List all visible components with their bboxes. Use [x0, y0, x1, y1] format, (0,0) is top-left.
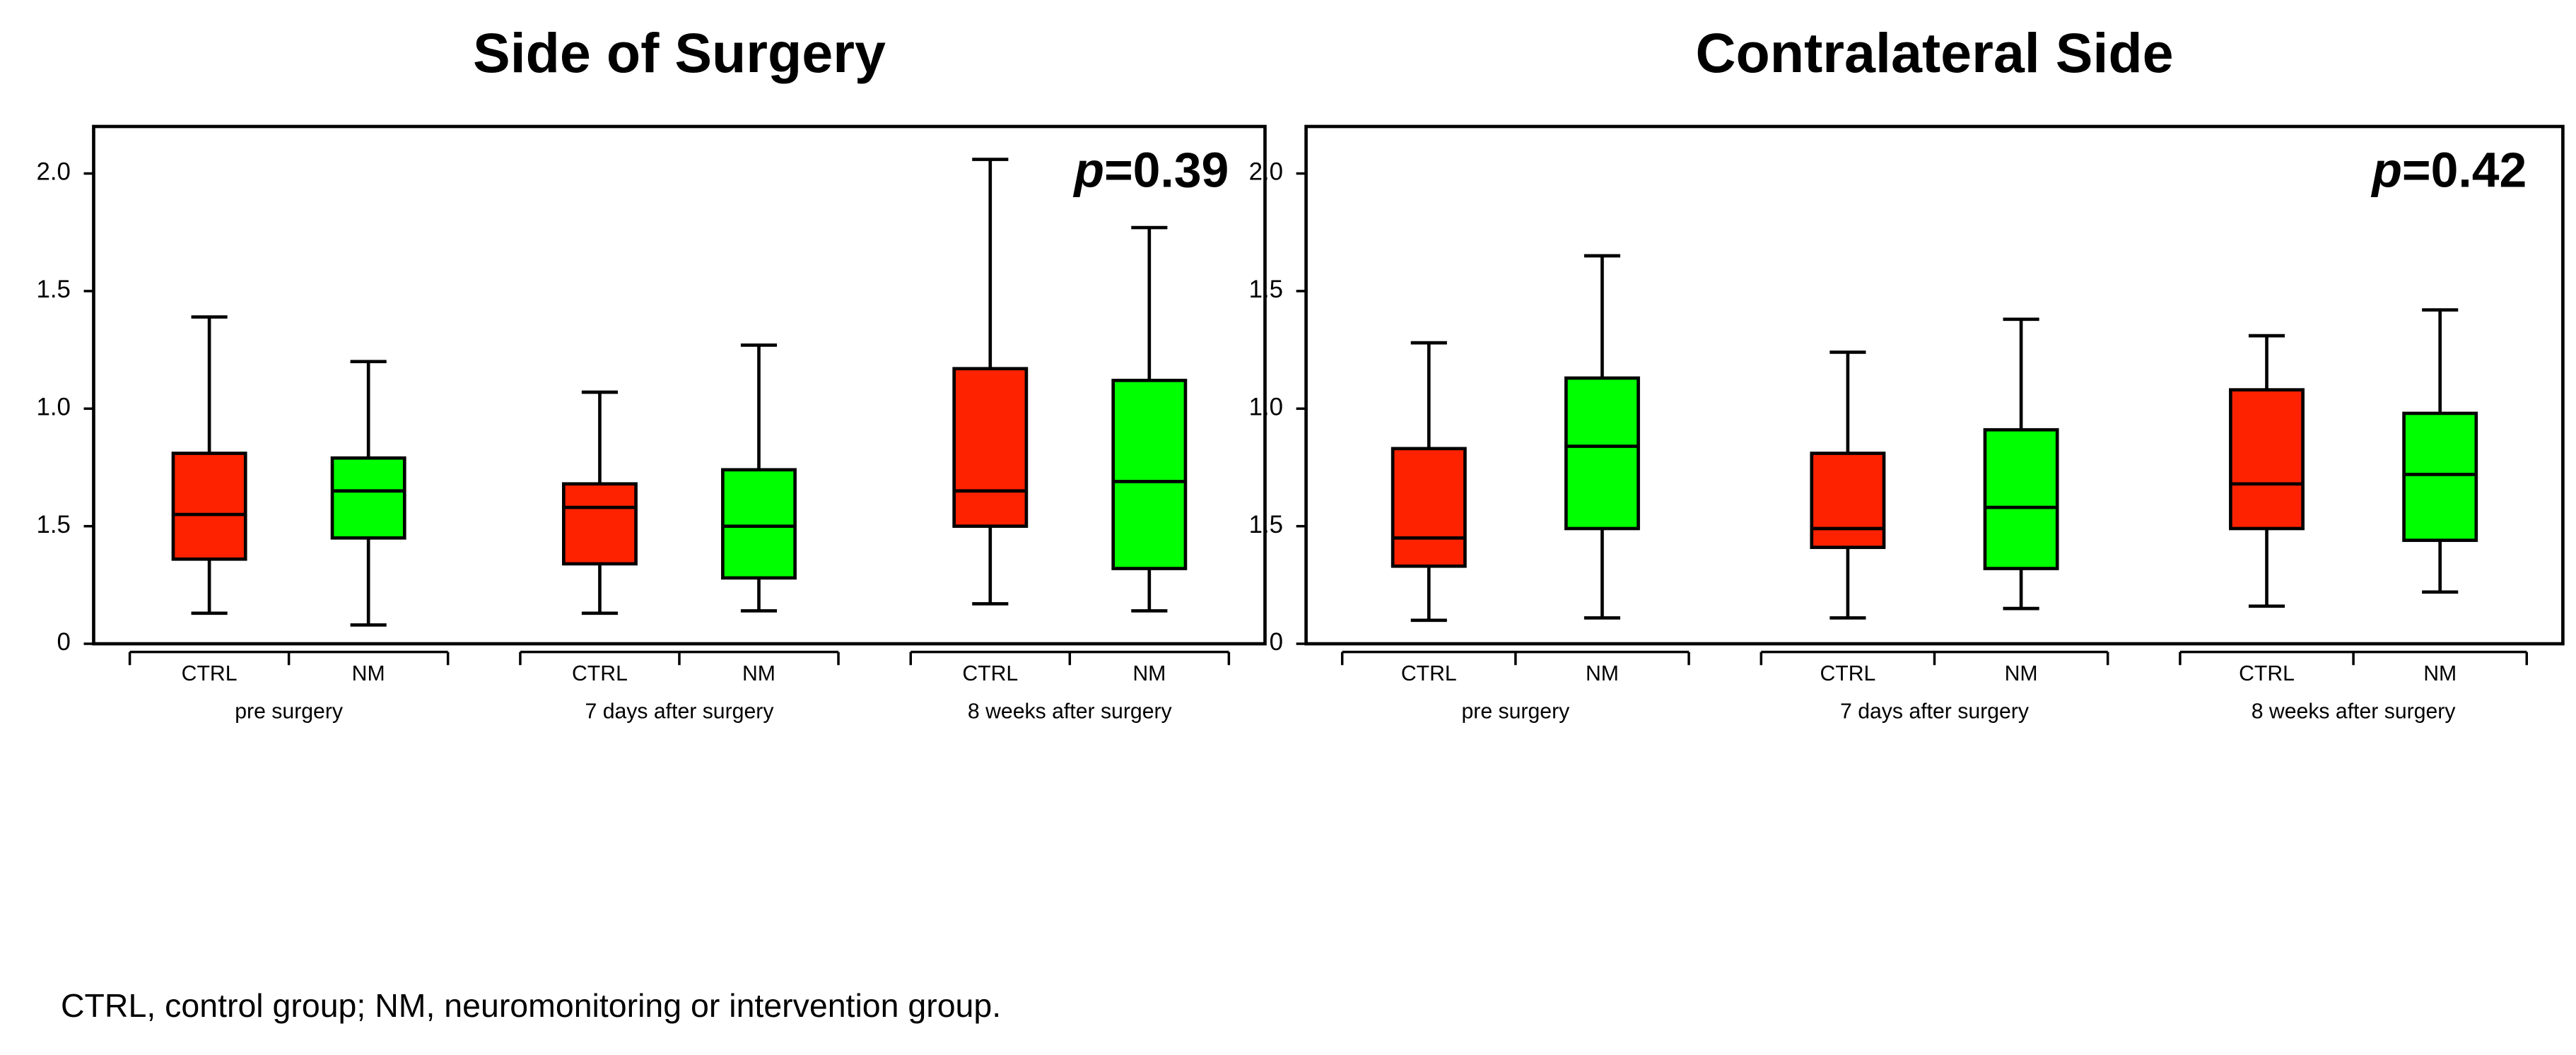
group-label: 8 weeks after surgery [968, 700, 1173, 724]
box [171, 452, 247, 561]
y-tick-label: 1.0 [36, 393, 70, 420]
box [1111, 379, 1188, 570]
footnote: CTRL, control group; NM, neuromonitoring… [61, 987, 1001, 1024]
box [561, 482, 638, 566]
y-tick-label: 1.5 [1249, 511, 1283, 538]
category-label: CTRL [2239, 662, 2295, 685]
box [1564, 376, 1640, 531]
box [2229, 388, 2305, 531]
category-label: NM [1586, 662, 1619, 685]
p-number: =0.39 [1104, 143, 1229, 198]
group-label: pre surgery [1461, 700, 1570, 724]
y-tick-label: 2.0 [36, 158, 70, 186]
y-tick-label: 1.5 [36, 511, 70, 538]
group-label: 7 days after surgery [585, 700, 775, 724]
group-label: pre surgery [235, 700, 344, 724]
p-label: p [2370, 143, 2402, 198]
box [721, 468, 797, 580]
chart-title: Contralateral Side [1695, 21, 2173, 84]
p-number: =0.42 [2402, 143, 2527, 198]
p-value: p=0.42 [2370, 143, 2527, 198]
category-label: NM [742, 662, 775, 685]
y-tick-label: 1.5 [1249, 276, 1283, 303]
category-label: CTRL [572, 662, 628, 685]
y-tick-label: 2.0 [1249, 158, 1283, 186]
box [952, 367, 1029, 528]
y-tick-label: 0 [57, 628, 71, 656]
box [330, 456, 406, 540]
group-label: 8 weeks after surgery [2252, 700, 2457, 724]
y-tick-label: 0 [1270, 628, 1283, 656]
box [2402, 411, 2478, 542]
category-label: NM [1132, 662, 1166, 685]
category-label: NM [352, 662, 385, 685]
category-label: CTRL [182, 662, 238, 685]
category-label: NM [2423, 662, 2457, 685]
box [1391, 447, 1467, 568]
group-label: 7 days after surgery [1840, 700, 2030, 724]
y-tick-label: 1.0 [1249, 393, 1283, 420]
box [1810, 452, 1886, 549]
category-label: NM [2005, 662, 2038, 685]
chart-title: Side of Surgery [473, 21, 886, 84]
box [1983, 428, 2059, 570]
category-label: CTRL [962, 662, 1018, 685]
plot-frame [92, 124, 1267, 646]
plot-frame [1304, 124, 2565, 646]
category-label: CTRL [1401, 662, 1457, 685]
p-value: p=0.39 [1072, 143, 1229, 198]
category-label: CTRL [1820, 662, 1875, 685]
y-tick-label: 1.5 [36, 276, 70, 303]
p-label: p [1072, 143, 1104, 198]
